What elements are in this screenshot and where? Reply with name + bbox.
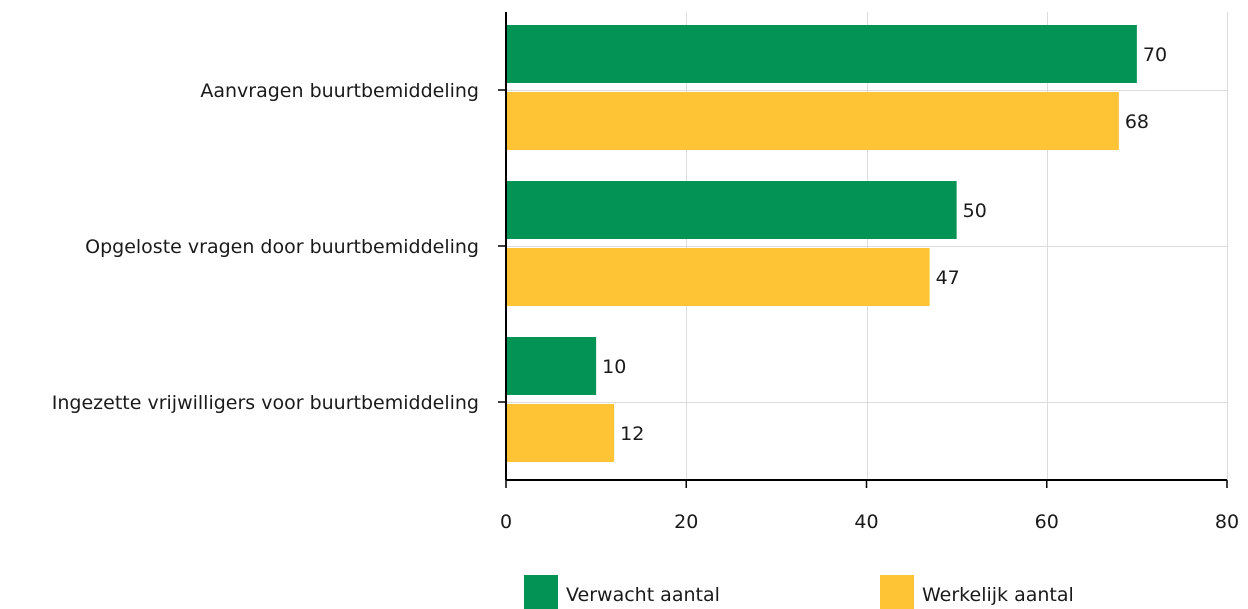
legend: Verwacht aantal Werkelijk aantal bbox=[524, 575, 1074, 609]
x-tick-label-0: 0 bbox=[500, 511, 512, 533]
bar-0-0 bbox=[506, 25, 1137, 83]
category-label-1: Opgeloste vragen door buurtbemiddeling bbox=[85, 236, 479, 258]
data-label-1-0: 50 bbox=[963, 200, 987, 222]
grid bbox=[506, 12, 1228, 480]
bar-1-0 bbox=[506, 181, 957, 239]
legend-label-1: Werkelijk aantal bbox=[922, 584, 1074, 606]
bars: 70 68 50 47 10 12 bbox=[506, 25, 1167, 462]
bar-2-1 bbox=[506, 404, 615, 462]
category-label-0: Aanvragen buurtbemiddeling bbox=[200, 80, 479, 102]
data-label-2-0: 10 bbox=[602, 356, 626, 378]
axes: 0 20 40 60 80 Aanvragen buurtbemiddeling Opgel… bbox=[52, 12, 1239, 533]
data-label-0-1: 68 bbox=[1125, 111, 1149, 133]
legend-label-0: Verwacht aantal bbox=[566, 584, 720, 606]
bar-1-1 bbox=[506, 248, 930, 306]
x-tick-label-1: 20 bbox=[674, 511, 698, 533]
bar-2-0 bbox=[506, 337, 597, 395]
legend-swatch-1 bbox=[880, 575, 914, 609]
x-tick-label-3: 60 bbox=[1035, 511, 1059, 533]
data-label-0-0: 70 bbox=[1143, 44, 1167, 66]
bar-0-1 bbox=[506, 92, 1119, 150]
x-tick-label-2: 40 bbox=[854, 511, 878, 533]
data-label-1-1: 47 bbox=[936, 267, 960, 289]
legend-swatch-0 bbox=[524, 575, 558, 609]
x-tick-label-4: 80 bbox=[1215, 511, 1239, 533]
category-label-2: Ingezette vrijwilligers voor buurtbemidd… bbox=[52, 392, 479, 414]
data-label-2-1: 12 bbox=[620, 423, 644, 445]
